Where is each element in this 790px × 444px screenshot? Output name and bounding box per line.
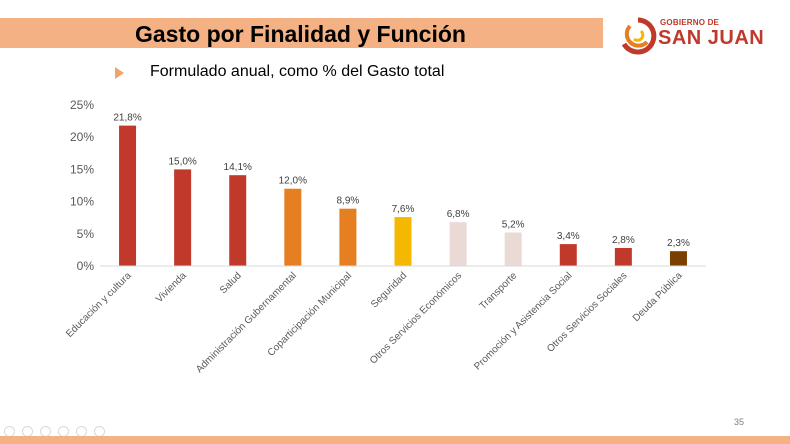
x-tick-label: Administración Gubernamental: [194, 270, 299, 375]
bar: [669, 251, 687, 266]
y-tick-label: 25%: [70, 98, 94, 112]
bar-value-label: 5,2%: [502, 220, 525, 231]
bar: [559, 244, 577, 266]
logo: [618, 14, 768, 56]
logo-text-small: GOBIERNO DE: [660, 18, 720, 27]
x-tick-label: Seguridad: [369, 270, 409, 310]
bar: [504, 232, 522, 266]
bullet-icon: [115, 67, 124, 79]
x-axis-labels: Educación y cultura Vivienda SaludAdminist…: [64, 270, 685, 375]
bar-value-label: 2,8%: [612, 235, 635, 246]
bar: [284, 188, 302, 266]
bar-value-label: 14,1%: [224, 162, 252, 173]
page-number: 35: [734, 417, 745, 427]
y-tick-label: 5%: [77, 227, 95, 241]
bar: [449, 222, 467, 266]
logo-text-big: SAN JUAN: [658, 27, 765, 49]
bar-value-label: 8,9%: [337, 196, 360, 207]
bar-value-label: 12,0%: [279, 176, 307, 187]
x-tick-label: Educación y cultura: [64, 270, 134, 340]
title-bar: [0, 18, 603, 48]
bar-value-label: 2,3%: [667, 238, 690, 249]
bar-value-label: 3,4%: [557, 231, 580, 242]
y-tick-label: 0%: [77, 259, 95, 273]
x-tick-label: Transporte: [478, 270, 520, 312]
subtitle: Formulado anual, como % del Gasto total: [150, 63, 445, 80]
y-axis: 0% 5% 10% 15% 20% 25%: [70, 98, 94, 273]
x-tick-label: Salud: [218, 270, 244, 296]
bottom-bar: [0, 436, 790, 444]
bar-value-label: 7,6%: [392, 204, 415, 215]
bar: [174, 169, 192, 266]
bar: [119, 125, 137, 266]
x-tick-label: Deuda Pública: [631, 270, 685, 324]
bar: [394, 217, 412, 266]
y-tick-label: 10%: [70, 195, 94, 209]
bars: 21,8% 15,0% 14,1% 12,0% 8,9% 7,6% 6,8% 5,2% 3,4%…: [113, 113, 690, 266]
bar: [339, 208, 357, 266]
bar: [229, 175, 247, 266]
y-tick-label: 15%: [70, 162, 94, 176]
x-tick-label: Vivienda: [154, 270, 189, 305]
x-tick-label: Otros Servicios Económicos: [368, 270, 464, 366]
page-title: Gasto por Finalidad y Función: [135, 21, 466, 47]
bar-value-label: 15,0%: [168, 156, 196, 167]
bar: [614, 247, 632, 266]
bar-value-label: 21,8%: [113, 113, 141, 124]
sun-logo-icon: [621, 17, 657, 55]
bar-value-label: 6,8%: [447, 209, 470, 220]
y-tick-label: 20%: [70, 130, 94, 144]
x-tick-label: Promoción y Asistencia Social: [472, 270, 574, 372]
